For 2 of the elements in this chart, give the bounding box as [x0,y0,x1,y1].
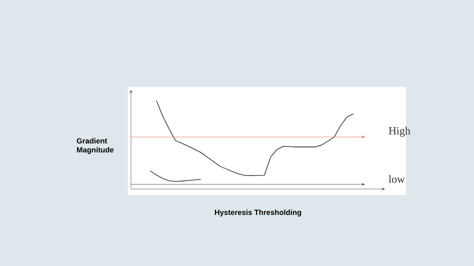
ref-line-label: low [388,175,405,183]
ref-line-label: High [388,126,410,137]
